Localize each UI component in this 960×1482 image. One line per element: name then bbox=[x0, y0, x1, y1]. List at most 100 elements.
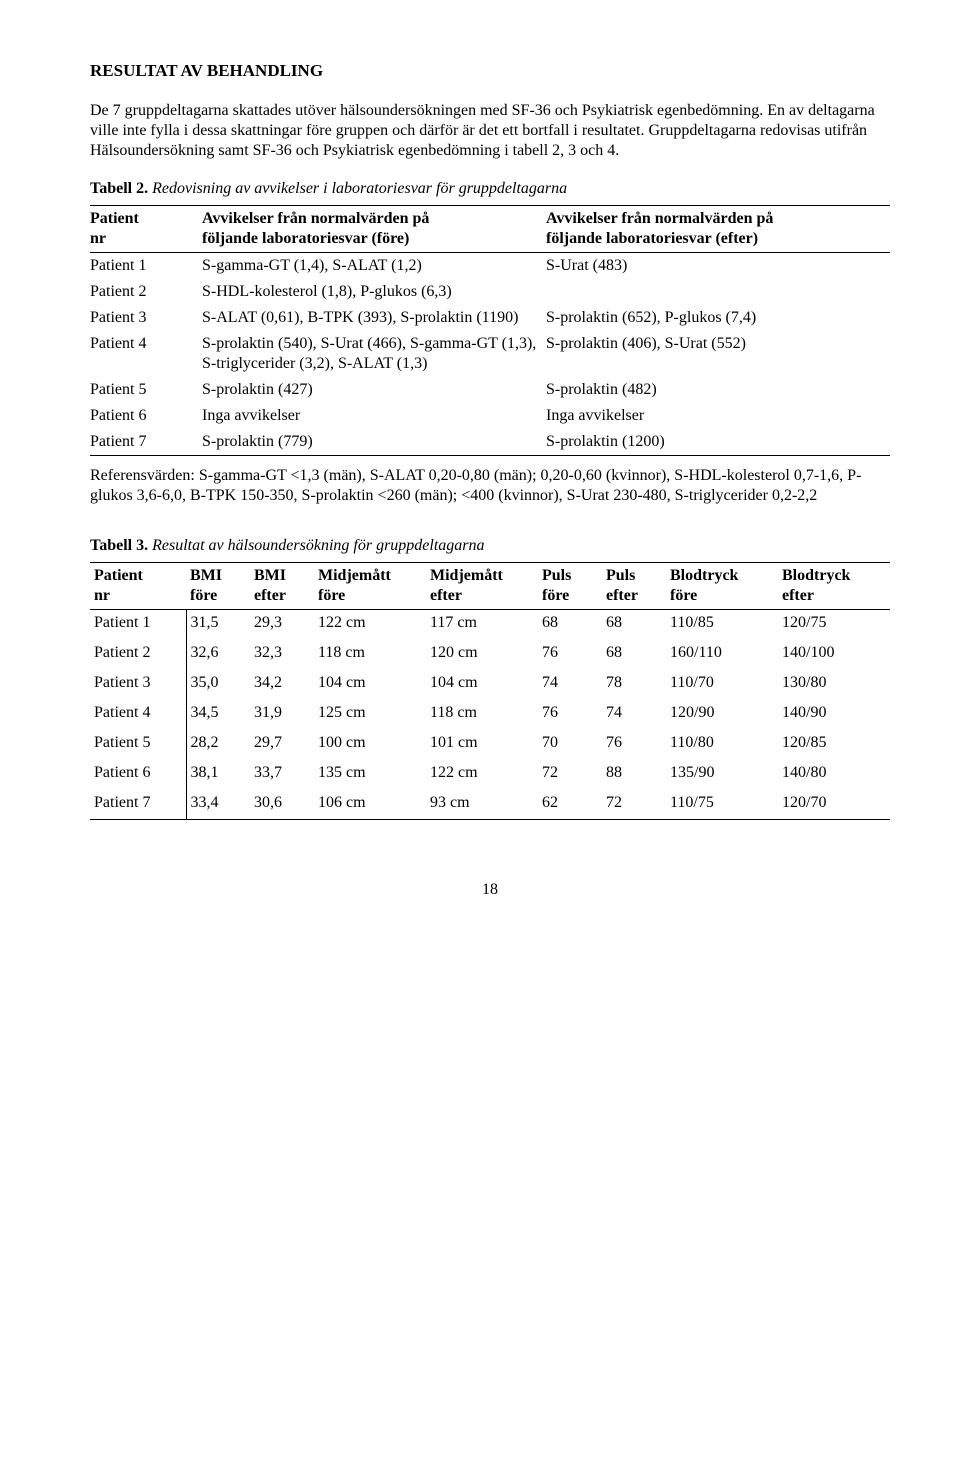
table-row: Patient 4S-prolaktin (540), S-Urat (466)… bbox=[90, 331, 890, 377]
cell-midje-efter: 117 cm bbox=[426, 610, 538, 640]
cell-patient: Patient 2 bbox=[90, 279, 202, 305]
tabell3: Patient nr BMI före BMI efter Midjemått … bbox=[90, 562, 890, 820]
table-row: Patient 1S-gamma-GT (1,4), S-ALAT (1,2)S… bbox=[90, 253, 890, 280]
th-line: före bbox=[318, 587, 345, 604]
cell-before: S-gamma-GT (1,4), S-ALAT (1,2) bbox=[202, 253, 546, 280]
cell-bt-efter: 120/75 bbox=[778, 610, 890, 640]
th-line: nr bbox=[90, 230, 106, 247]
th-line: före bbox=[542, 587, 569, 604]
cell-patient: Patient 4 bbox=[90, 331, 202, 377]
th-line: efter bbox=[606, 587, 638, 604]
th-line: Midjemått bbox=[430, 567, 503, 584]
cell-bt-fore: 110/85 bbox=[666, 610, 778, 640]
tabell3-caption: Tabell 3. Resultat av hälsoundersökning … bbox=[90, 536, 890, 556]
tabell3-head-bmi-efter: BMI efter bbox=[250, 563, 314, 610]
intro-paragraph: De 7 gruppdeltagarna skattades utöver hä… bbox=[90, 101, 890, 161]
tabell3-head-midje-efter: Midjemått efter bbox=[426, 563, 538, 610]
cell-patient: Patient 7 bbox=[90, 790, 186, 820]
cell-bmi-efter: 30,6 bbox=[250, 790, 314, 820]
cell-bmi-fore: 35,0 bbox=[186, 670, 250, 700]
th-line: Blodtryck bbox=[670, 567, 738, 584]
cell-after: S-prolaktin (406), S-Urat (552) bbox=[546, 331, 890, 377]
cell-patient: Patient 6 bbox=[90, 760, 186, 790]
tabell3-label: Tabell 3. bbox=[90, 537, 148, 554]
cell-bt-fore: 110/80 bbox=[666, 730, 778, 760]
th-line: BMI bbox=[190, 567, 222, 584]
tabell3-head-bt-efter: Blodtryck efter bbox=[778, 563, 890, 610]
tabell2-label: Tabell 2. bbox=[90, 180, 148, 197]
th-line: före bbox=[670, 587, 697, 604]
cell-bt-efter: 140/80 bbox=[778, 760, 890, 790]
tabell3-head-bt-fore: Blodtryck före bbox=[666, 563, 778, 610]
tabell2-caption-text: Redovisning av avvikelser i laboratories… bbox=[152, 180, 567, 197]
tabell2: Patient nr Avvikelser från normalvärden … bbox=[90, 205, 890, 456]
cell-patient: Patient 1 bbox=[90, 610, 186, 640]
cell-patient: Patient 3 bbox=[90, 670, 186, 700]
cell-puls-efter: 76 bbox=[602, 730, 666, 760]
cell-patient: Patient 4 bbox=[90, 700, 186, 730]
cell-after bbox=[546, 279, 890, 305]
table-row: Patient 5S-prolaktin (427)S-prolaktin (4… bbox=[90, 377, 890, 403]
th-line: Avvikelser från normalvärden på bbox=[546, 210, 773, 227]
cell-bmi-efter: 33,7 bbox=[250, 760, 314, 790]
cell-bt-efter: 120/85 bbox=[778, 730, 890, 760]
cell-midje-fore: 100 cm bbox=[314, 730, 426, 760]
th-line: Blodtryck bbox=[782, 567, 850, 584]
cell-puls-fore: 68 bbox=[538, 610, 602, 640]
cell-puls-fore: 70 bbox=[538, 730, 602, 760]
cell-bmi-efter: 29,7 bbox=[250, 730, 314, 760]
th-line: nr bbox=[94, 587, 110, 604]
cell-bt-fore: 110/75 bbox=[666, 790, 778, 820]
cell-patient: Patient 6 bbox=[90, 403, 202, 429]
cell-before: S-HDL-kolesterol (1,8), P-glukos (6,3) bbox=[202, 279, 546, 305]
cell-after: S-Urat (483) bbox=[546, 253, 890, 280]
cell-bt-fore: 135/90 bbox=[666, 760, 778, 790]
table-row: Patient 733,430,6106 cm93 cm6272110/7512… bbox=[90, 790, 890, 820]
th-line: Patient bbox=[94, 567, 143, 584]
cell-midje-efter: 120 cm bbox=[426, 640, 538, 670]
cell-puls-fore: 76 bbox=[538, 640, 602, 670]
cell-patient: Patient 1 bbox=[90, 253, 202, 280]
cell-midje-fore: 125 cm bbox=[314, 700, 426, 730]
cell-before: S-prolaktin (540), S-Urat (466), S-gamma… bbox=[202, 331, 546, 377]
cell-puls-efter: 78 bbox=[602, 670, 666, 700]
cell-before: S-prolaktin (779) bbox=[202, 429, 546, 456]
cell-bt-fore: 120/90 bbox=[666, 700, 778, 730]
th-line: Puls bbox=[606, 567, 635, 584]
tabell3-head-puls-fore: Puls före bbox=[538, 563, 602, 610]
cell-bmi-efter: 34,2 bbox=[250, 670, 314, 700]
th-line: efter bbox=[254, 587, 286, 604]
cell-midje-efter: 101 cm bbox=[426, 730, 538, 760]
section-heading: RESULTAT AV BEHANDLING bbox=[90, 60, 890, 81]
th-line: Patient bbox=[90, 210, 139, 227]
th-line: före bbox=[190, 587, 217, 604]
cell-bt-efter: 120/70 bbox=[778, 790, 890, 820]
cell-bmi-fore: 28,2 bbox=[186, 730, 250, 760]
cell-bt-fore: 160/110 bbox=[666, 640, 778, 670]
cell-patient: Patient 7 bbox=[90, 429, 202, 456]
cell-bt-efter: 130/80 bbox=[778, 670, 890, 700]
cell-patient: Patient 5 bbox=[90, 377, 202, 403]
th-line: Puls bbox=[542, 567, 571, 584]
table-row: Patient 638,133,7135 cm122 cm7288135/901… bbox=[90, 760, 890, 790]
cell-midje-fore: 122 cm bbox=[314, 610, 426, 640]
cell-midje-efter: 118 cm bbox=[426, 700, 538, 730]
cell-midje-fore: 118 cm bbox=[314, 640, 426, 670]
tabell3-head-bmi-fore: BMI före bbox=[186, 563, 250, 610]
cell-puls-efter: 68 bbox=[602, 610, 666, 640]
cell-bmi-efter: 29,3 bbox=[250, 610, 314, 640]
cell-before: S-ALAT (0,61), B-TPK (393), S-prolaktin … bbox=[202, 305, 546, 331]
th-line: Midjemått bbox=[318, 567, 391, 584]
table-row: Patient 7S-prolaktin (779)S-prolaktin (1… bbox=[90, 429, 890, 456]
cell-puls-fore: 62 bbox=[538, 790, 602, 820]
cell-bmi-fore: 38,1 bbox=[186, 760, 250, 790]
cell-after: S-prolaktin (652), P-glukos (7,4) bbox=[546, 305, 890, 331]
cell-puls-fore: 74 bbox=[538, 670, 602, 700]
cell-puls-efter: 68 bbox=[602, 640, 666, 670]
table-row: Patient 434,531,9125 cm118 cm7674120/901… bbox=[90, 700, 890, 730]
cell-puls-fore: 76 bbox=[538, 700, 602, 730]
cell-puls-efter: 72 bbox=[602, 790, 666, 820]
cell-midje-fore: 106 cm bbox=[314, 790, 426, 820]
table-row: Patient 2S-HDL-kolesterol (1,8), P-gluko… bbox=[90, 279, 890, 305]
cell-after: Inga avvikelser bbox=[546, 403, 890, 429]
